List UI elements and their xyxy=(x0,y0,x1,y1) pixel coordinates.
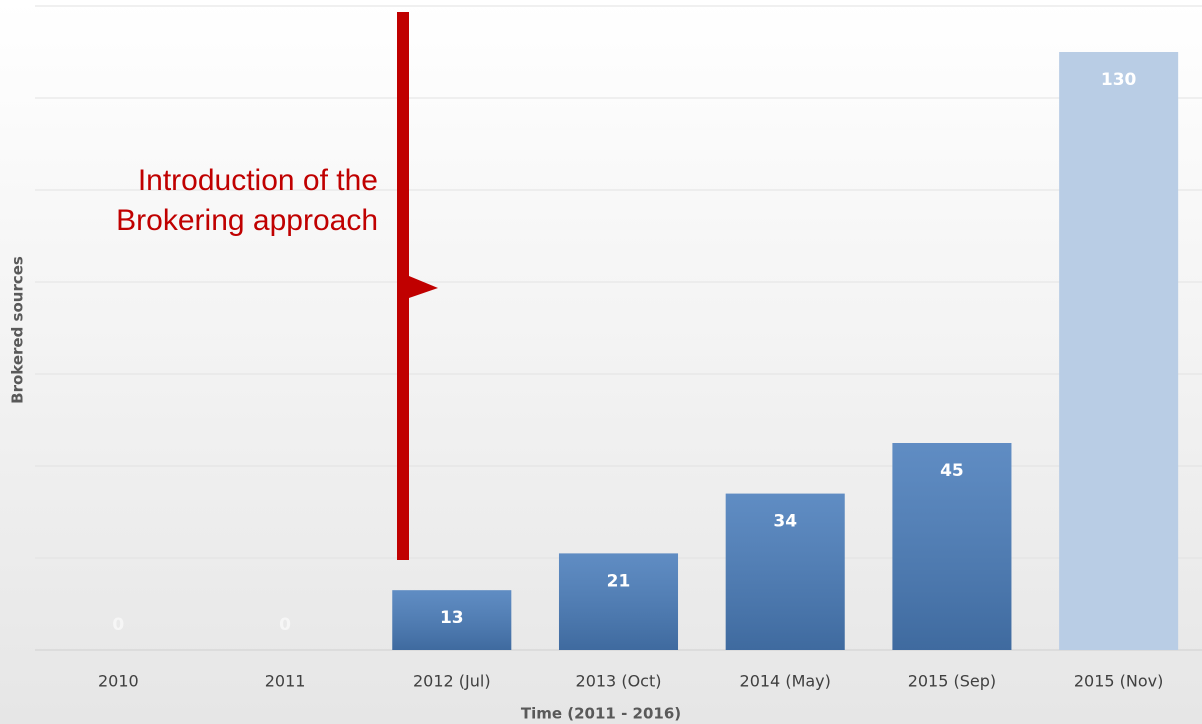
annotation-line xyxy=(397,12,409,560)
x-tick-label: 2012 (Jul) xyxy=(413,672,491,691)
x-tick-label: 2015 (Nov) xyxy=(1074,672,1164,691)
value-label: 45 xyxy=(940,461,964,481)
annotation-arrow xyxy=(409,276,438,298)
bar-shade xyxy=(558,553,679,650)
x-tick-label: 2015 (Sep) xyxy=(908,672,996,691)
value-label: 130 xyxy=(1101,70,1137,90)
value-label: 13 xyxy=(440,608,464,628)
value-label: 0 xyxy=(279,615,291,635)
bar xyxy=(1059,52,1179,650)
annotation-text: Brokering approach xyxy=(116,204,378,237)
x-tick-label: 2010 xyxy=(98,672,139,691)
annotation-text: Introduction of the xyxy=(138,164,378,197)
bar-shade xyxy=(725,493,845,650)
value-label: 21 xyxy=(607,571,631,591)
bar-shade xyxy=(892,443,1012,650)
value-label: 0 xyxy=(112,615,124,635)
x-tick-label: 2013 (Oct) xyxy=(576,672,662,691)
bar-shade xyxy=(392,590,512,650)
x-tick-label: 2011 xyxy=(265,672,306,691)
value-label: 34 xyxy=(773,512,797,532)
y-axis-title: Brokered sources xyxy=(9,256,27,404)
x-axis-title: Time (2011 - 2016) xyxy=(521,705,681,723)
x-tick-label: 2014 (May) xyxy=(740,672,831,691)
